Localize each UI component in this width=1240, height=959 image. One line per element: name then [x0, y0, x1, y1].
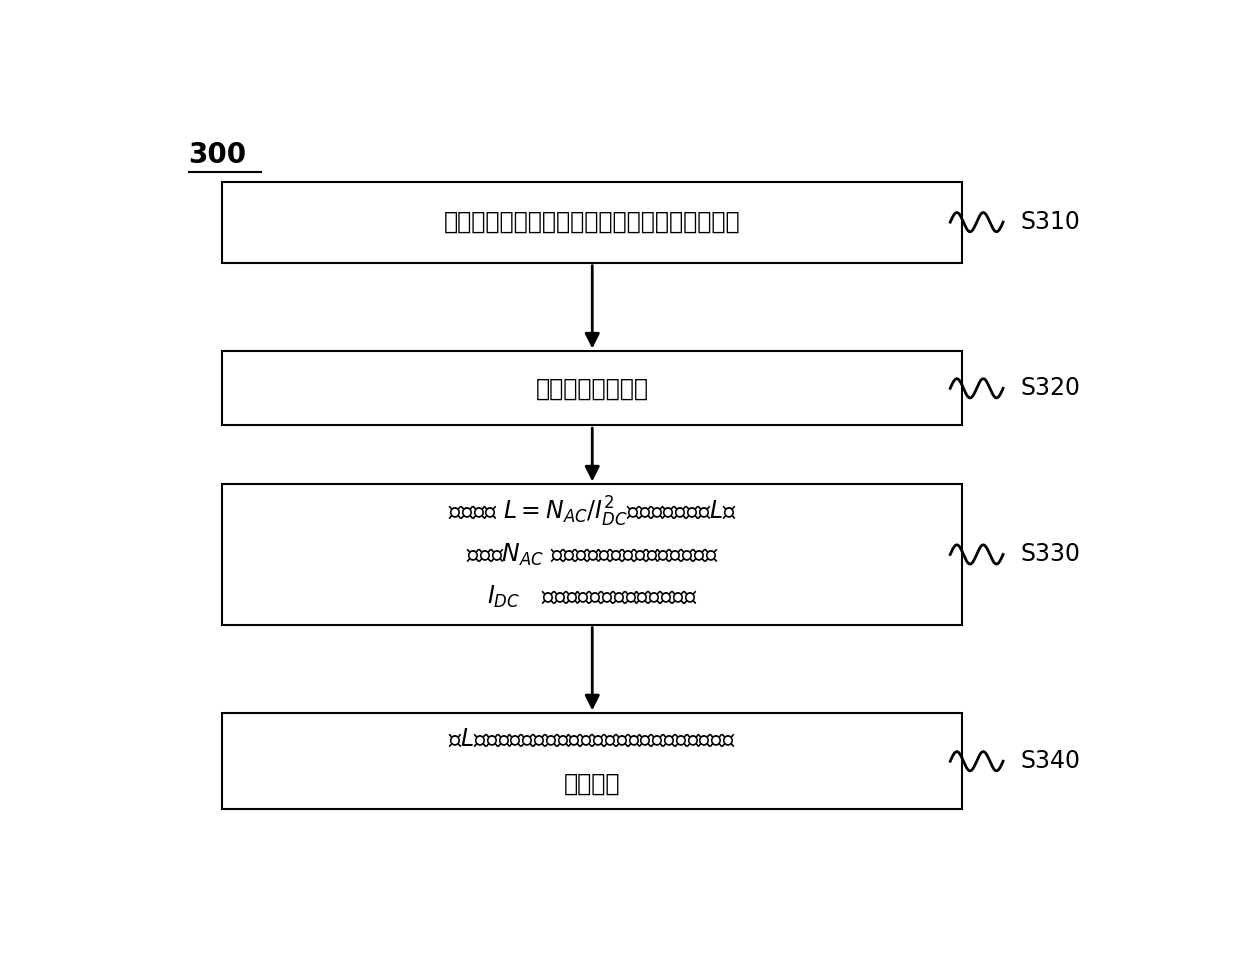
Text: 业务信号: 业务信号	[564, 771, 620, 795]
FancyBboxPatch shape	[222, 484, 962, 624]
Text: 获取电信号的频谱: 获取电信号的频谱	[536, 376, 649, 400]
Text: 300: 300	[188, 141, 247, 169]
Text: S340: S340	[1021, 749, 1080, 773]
Text: 对波长通道的光信号进行光电探测，得到电信号: 对波长通道的光信号进行光电探测，得到电信号	[444, 210, 740, 234]
Text: 若$L$大于预设的第四门限，则确定该波长通道包含真实: 若$L$大于预设的第四门限，则确定该波长通道包含真实	[449, 727, 737, 751]
Text: S330: S330	[1021, 543, 1080, 567]
FancyBboxPatch shape	[222, 181, 962, 263]
Text: 根据等式 $L=N_{AC}/I^{2}_{DC}$，确定第三参量$L$，: 根据等式 $L=N_{AC}/I^{2}_{DC}$，确定第三参量$L$，	[448, 495, 737, 529]
Text: S320: S320	[1021, 376, 1080, 400]
FancyBboxPatch shape	[222, 713, 962, 809]
Text: S310: S310	[1021, 210, 1080, 234]
FancyBboxPatch shape	[222, 351, 962, 425]
Text: $I_{DC}$   表示电信号的频谱的直流分量: $I_{DC}$ 表示电信号的频谱的直流分量	[487, 583, 698, 610]
Text: 其中，$N_{AC}$ 表示电信号的频谱的交流分量，: 其中，$N_{AC}$ 表示电信号的频谱的交流分量，	[466, 541, 718, 568]
